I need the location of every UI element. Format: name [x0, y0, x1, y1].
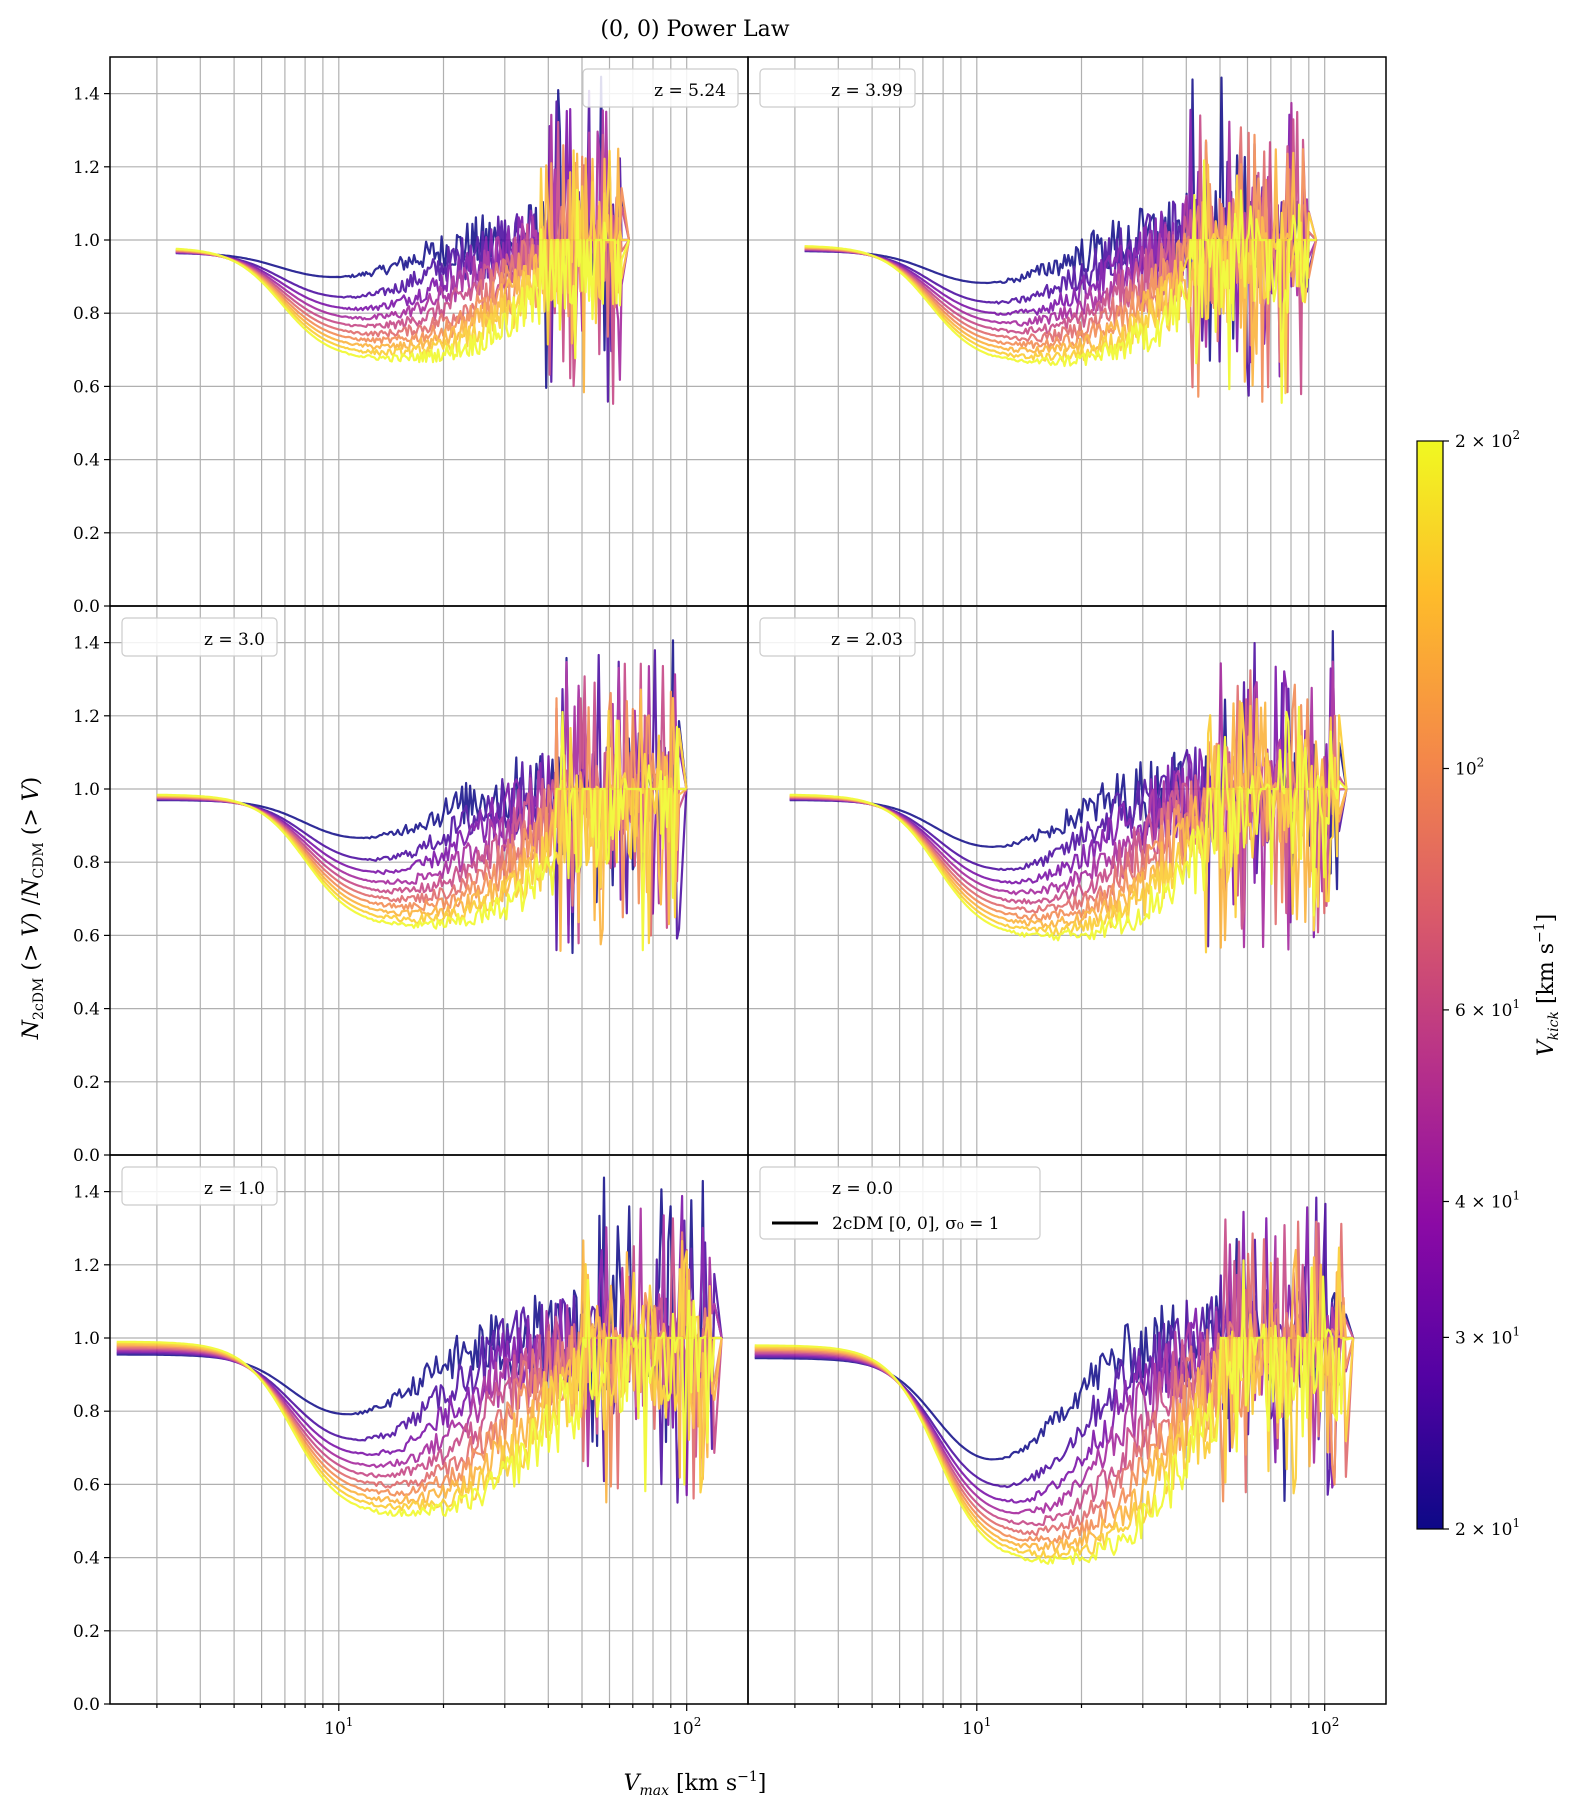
y-tick-label: 0.4 [73, 1549, 100, 1569]
legend-box [759, 617, 916, 657]
legend: z = 3.0 [121, 617, 278, 657]
legend: z = 2.03 [759, 617, 916, 657]
panels-group: 0.0 0.2 0.4 0.6 0.8 1.0 1.2 1.4 z = 5.24 z = 3.99… [73, 56, 1387, 1739]
colorbar-gradient [1416, 440, 1444, 1530]
y-tick-label: 1.0 [73, 780, 100, 800]
colorbar-label: Vkick [km s−1] [1532, 914, 1562, 1056]
y-tick-label: 0.6 [73, 377, 100, 397]
series-group [754, 1196, 1355, 1566]
y-tick-label: 0.6 [73, 1475, 100, 1495]
y-tick-label: 1.4 [73, 1183, 100, 1203]
legend: z = 0.0 2cDM [0, 0], σ₀ = 1 [759, 1166, 1041, 1240]
y-tick-label: 1.0 [73, 1329, 100, 1349]
series-line-vkick-200 [156, 710, 687, 952]
y-tick-label: 0.0 [73, 1695, 100, 1715]
colorbar-tick-label: 102 [1455, 756, 1484, 780]
panel-frame [109, 1154, 749, 1705]
y-tick-label: 1.2 [73, 1256, 100, 1276]
x-tick-label: 102 [1310, 1715, 1339, 1739]
y-tick-label: 0.0 [73, 1146, 100, 1166]
y-tick-label: 1.2 [73, 707, 100, 727]
colorbar-tick-label: 2 × 102 [1455, 428, 1520, 452]
legend-box [121, 617, 278, 657]
y-tick-label: 0.2 [73, 1622, 100, 1642]
legend-box [759, 68, 916, 108]
legend: z = 3.99 [759, 68, 916, 108]
legend: z = 1.0 [121, 1166, 278, 1206]
series-line-vkick-200 [116, 1278, 722, 1517]
colorbar-tick-label: 6 × 101 [1455, 997, 1520, 1021]
x-tick-label: 101 [962, 1715, 991, 1739]
series-line-vkick-200 [804, 159, 1317, 404]
y-tick-label: 0.6 [73, 926, 100, 946]
legend-redshift: z = 2.03 [831, 630, 903, 650]
series-line-vkick-200 [789, 705, 1348, 942]
legend-box [759, 1166, 1041, 1240]
y-axis-label: N2cDM (> V) /NCDM (> V) [19, 777, 47, 1041]
legend: z = 5.24 [582, 68, 739, 108]
series-line-vkick-200 [175, 188, 631, 364]
colorbar: 2 × 101 3 × 101 4 × 101 6 × 101 102 2 × 102 V… [1416, 428, 1562, 1540]
y-tick-label: 1.2 [73, 158, 100, 178]
legend-box [121, 1166, 278, 1206]
y-tick-label: 1.4 [73, 634, 100, 654]
y-tick-label: 0.4 [73, 1000, 100, 1020]
colorbar-tick-label: 3 × 101 [1455, 1324, 1520, 1348]
figure-title: (0, 0) Power Law [600, 17, 789, 42]
series-group [156, 639, 688, 955]
legend-redshift: z = 5.24 [654, 81, 726, 101]
panel-3: 0.0 0.2 0.4 0.6 0.8 1.0 1.2 1.4 z = 3.0 [73, 605, 749, 1166]
colorbar-tick-label: 2 × 101 [1455, 1516, 1520, 1540]
legend-model: 2cDM [0, 0], σ₀ = 1 [832, 1214, 1000, 1234]
grid [110, 1155, 748, 1705]
y-tick-label: 0.8 [73, 853, 100, 873]
y-tick-label: 0.8 [73, 304, 100, 324]
x-tick-label: 102 [672, 1715, 701, 1739]
panel-2: z = 3.99 [747, 56, 1387, 607]
panel-6: 101 102 z = 0.0 2cDM [0, 0], σ₀ = 1 [747, 1154, 1387, 1739]
legend-redshift: z = 0.0 [832, 1179, 893, 1199]
series-group [789, 630, 1348, 954]
series-line-vkick-34 [175, 108, 629, 312]
series-group [804, 76, 1318, 404]
series-line-vkick-132 [156, 688, 688, 952]
series-group [175, 75, 631, 405]
colorbar-tick-label: 4 × 101 [1455, 1189, 1520, 1213]
panel-5: 0.0 0.2 0.4 0.6 0.8 1.0 1.2 1.4 101 102 z = 1.0 [73, 1154, 749, 1739]
legend-redshift: z = 3.0 [204, 630, 265, 650]
series-line-vkick-20 [175, 75, 631, 389]
legend-box [582, 68, 739, 108]
y-tick-label: 0.2 [73, 524, 100, 544]
y-tick-label: 1.0 [73, 231, 100, 251]
y-tick-label: 0.0 [73, 597, 100, 617]
panel-4: z = 2.03 [747, 605, 1387, 1156]
panel-frame [747, 1154, 1387, 1705]
y-tick-label: 0.8 [73, 1402, 100, 1422]
legend-redshift: z = 3.99 [831, 81, 903, 101]
x-tick-label: 101 [324, 1715, 353, 1739]
y-tick-label: 0.2 [73, 1073, 100, 1093]
x-axis-label: Vmax [km s−1] [624, 1769, 767, 1799]
legend-redshift: z = 1.0 [204, 1179, 265, 1199]
y-tick-label: 1.4 [73, 85, 100, 105]
series-line-vkick-200 [754, 1259, 1354, 1566]
y-tick-label: 0.4 [73, 451, 100, 471]
panel-1: 0.0 0.2 0.4 0.6 0.8 1.0 1.2 1.4 z = 5.24 [73, 56, 749, 617]
series-group [116, 1176, 723, 1517]
series-line-vkick-78 [754, 1220, 1355, 1537]
